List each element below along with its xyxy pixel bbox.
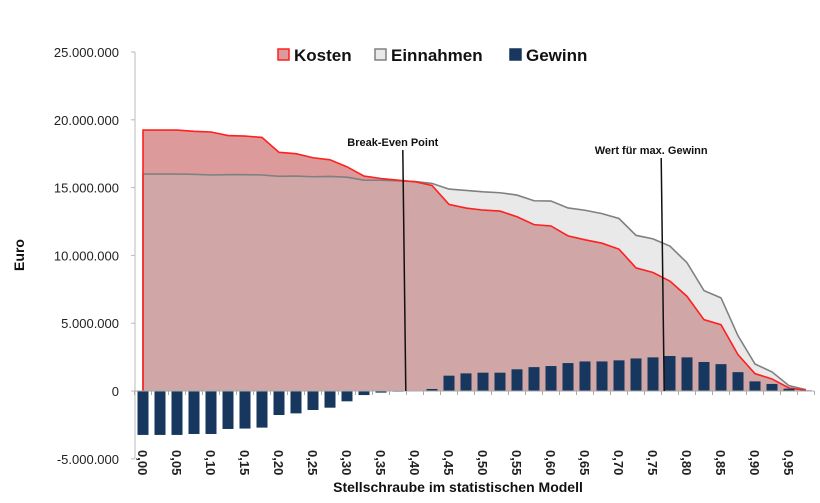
gewinn-bar — [528, 367, 540, 391]
gewinn-bar — [222, 391, 234, 429]
gewinn-bar — [477, 372, 489, 391]
gewinn-bar — [545, 366, 557, 391]
gewinn-bar — [460, 373, 472, 391]
legend-label: Kosten — [294, 46, 352, 65]
x-tick-label: 0,50 — [475, 450, 490, 475]
legend-label: Gewinn — [526, 46, 587, 65]
x-tick-label: 0,15 — [237, 450, 252, 475]
einnahmen-line — [142, 173, 807, 391]
annotation-line — [660, 157, 665, 392]
gewinn-bar — [664, 356, 676, 391]
gewinn-bar — [681, 357, 693, 391]
legend-swatch — [509, 48, 522, 61]
x-tick-label: 0,75 — [645, 450, 660, 475]
x-tick-label: 0,05 — [169, 450, 184, 475]
gewinn-bar — [783, 388, 795, 391]
gewinn-bar — [171, 391, 183, 435]
gewinn-bar — [715, 364, 727, 391]
y-tick-label: 5.000.000 — [61, 316, 119, 331]
gewinn-bar — [256, 391, 268, 428]
gewinn-bar — [239, 391, 251, 429]
gewinn-bar — [154, 391, 166, 435]
legend-swatch — [277, 48, 290, 61]
gewinn-bar — [766, 383, 778, 391]
x-tick-label: 0,35 — [373, 450, 388, 475]
gewinn-bar — [188, 391, 200, 434]
gewinn-bar — [749, 381, 761, 391]
gewinn-bar — [324, 391, 336, 408]
x-tick-label: 0,85 — [713, 450, 728, 475]
gewinn-bar — [426, 388, 438, 391]
annotation-label: Break-Even Point — [347, 137, 438, 149]
gewinn-bar — [511, 369, 523, 391]
x-tick-label: 0,90 — [747, 450, 762, 475]
gewinn-bar — [494, 372, 506, 391]
gewinn-bar — [630, 358, 642, 391]
gewinn-bar — [596, 361, 608, 391]
axes: 25.000.000 20.000.000 15.000.000 10.000.000… — [54, 45, 815, 475]
x-tick-label: 0,40 — [407, 450, 422, 475]
annotation-label: Wert für max. Gewinn — [595, 145, 708, 157]
legend: Kosten Einnahmen Gewinn — [277, 46, 587, 65]
x-tick-label: 0,20 — [271, 450, 286, 475]
gewinn-bar — [375, 391, 387, 393]
x-tick-label: 0,70 — [611, 450, 626, 475]
x-tick-label: 0,95 — [781, 450, 796, 475]
area-layer — [142, 129, 807, 392]
x-tick-label: 0,10 — [203, 450, 218, 475]
y-tick-label: 0 — [112, 384, 119, 399]
overlap-area — [143, 174, 806, 391]
x-tick-label: 0,55 — [509, 450, 524, 475]
y-tick-label: 20.000.000 — [54, 113, 119, 128]
gewinn-bar — [443, 375, 455, 391]
gewinn-bar — [698, 361, 710, 391]
x-axis-label: Stellschraube im statistischen Modell — [333, 479, 583, 495]
gewinn-bar — [732, 372, 744, 391]
y-tick-label: 15.000.000 — [54, 181, 119, 196]
gewinn-bar — [205, 391, 217, 434]
x-tick-label: 0,00 — [135, 450, 150, 475]
x-tick-label: 0,60 — [543, 450, 558, 475]
gewinn-bar — [562, 363, 574, 391]
legend-swatch — [374, 48, 387, 61]
legend-label: Einnahmen — [391, 46, 483, 65]
x-tick-label: 0,80 — [679, 450, 694, 475]
gewinn-bar — [137, 391, 149, 435]
gewinn-bar — [613, 360, 625, 391]
x-tick-label: 0,45 — [441, 450, 456, 475]
x-tick-label: 0,25 — [305, 450, 320, 475]
gewinn-bar — [307, 391, 319, 410]
x-tick-label: 0,30 — [339, 450, 354, 475]
y-tick-label: 10.000.000 — [54, 248, 119, 263]
gewinn-bar — [579, 361, 591, 391]
gewinn-bar — [290, 391, 302, 414]
x-tick-label: 0,65 — [577, 450, 592, 475]
annotations: Break-Even Point Wert für max. Gewinn — [347, 137, 708, 392]
y-axis-label: Euro — [11, 239, 27, 271]
gewinn-bar — [358, 391, 370, 396]
kosten-line — [142, 129, 807, 392]
gewinn-bar — [273, 391, 285, 416]
y-tick-label: -5.000.000 — [57, 452, 119, 467]
y-tick-label: 25.000.000 — [54, 45, 119, 60]
gewinn-bar — [647, 357, 659, 391]
bar-layer — [137, 356, 812, 435]
gewinn-bar — [341, 391, 353, 402]
annotation-line — [402, 149, 407, 392]
